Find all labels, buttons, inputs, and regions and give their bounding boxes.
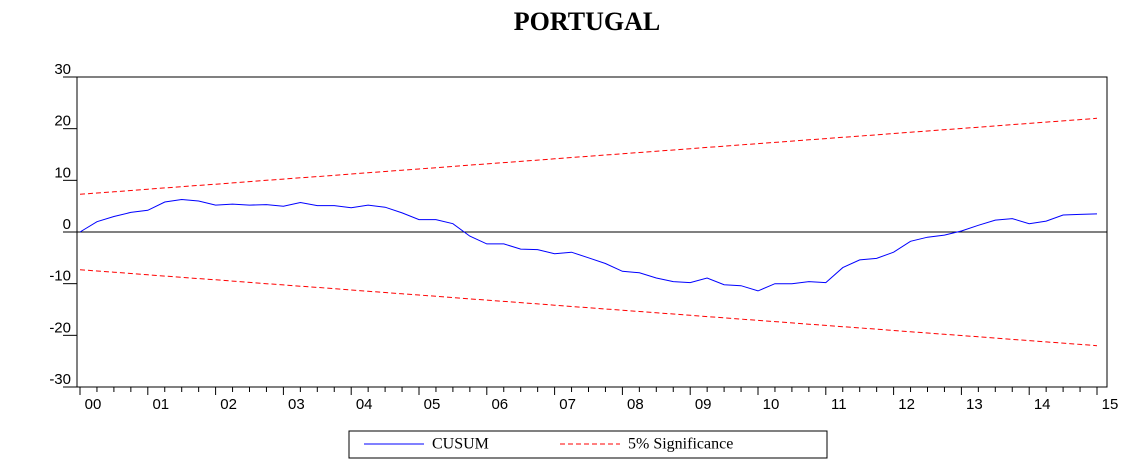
- x-tick-label: 04: [356, 396, 373, 413]
- x-tick-label: 15: [1102, 396, 1119, 413]
- series-line: [79, 269, 1098, 347]
- y-tick-label: -30: [49, 371, 71, 388]
- x-tick-label: 12: [898, 396, 915, 413]
- x-tick-label: 01: [152, 396, 169, 413]
- x-tick-label: 08: [627, 396, 644, 413]
- x-tick-label: 00: [85, 396, 102, 413]
- x-tick-label: 06: [491, 396, 508, 413]
- x-tick-label: 07: [559, 396, 576, 413]
- x-tick-label: 14: [1034, 396, 1051, 413]
- legend-label: 5% Significance: [628, 436, 733, 453]
- x-tick-label: 13: [966, 396, 983, 413]
- x-tick-label: 02: [220, 396, 237, 413]
- series-line: [79, 198, 1098, 292]
- chart-title: PORTUGAL: [514, 7, 660, 36]
- y-tick-label: 10: [54, 164, 71, 181]
- legend-box: [348, 430, 828, 459]
- x-tick-label: 11: [831, 396, 847, 413]
- x-tick-label: 05: [424, 396, 441, 413]
- x-tick-label: 09: [695, 396, 712, 413]
- y-tick-label: 0: [63, 216, 71, 233]
- y-tick-label: 30: [54, 61, 71, 78]
- x-tick-label: 10: [763, 396, 780, 413]
- y-tick-label: 20: [54, 113, 71, 130]
- series-line: [79, 117, 1098, 195]
- x-tick-label: 03: [288, 396, 305, 413]
- legend-label: CUSUM: [432, 436, 489, 453]
- y-tick-label: -20: [49, 319, 71, 336]
- y-tick-label: -10: [49, 268, 71, 285]
